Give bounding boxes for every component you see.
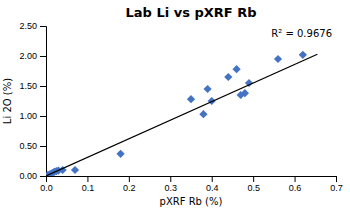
tick: 1.50 xyxy=(19,81,46,91)
tick-mark xyxy=(129,176,130,182)
x-axis-title: pXRF Rb (%) xyxy=(160,196,223,207)
axis-line xyxy=(47,177,337,183)
y-axis: 0.00 0.50 1.00 1.50 2.00 2.50 xyxy=(19,21,46,181)
annotation: R² = 0.9676 xyxy=(271,28,332,39)
tick-label: 0.7 xyxy=(330,183,343,193)
point xyxy=(224,73,232,81)
tick: 0.7 xyxy=(330,176,343,193)
tick-mark xyxy=(336,176,337,182)
point xyxy=(241,89,249,97)
tick-label: 0.1 xyxy=(82,183,95,193)
trend-line xyxy=(46,54,317,176)
tick-mark xyxy=(40,56,46,57)
tick-label: 0.00 xyxy=(19,171,37,181)
marks xyxy=(46,51,317,176)
tick: 2.00 xyxy=(19,51,46,61)
chart-container: 0.0 0.1 0.2 0.3 0.4 0.5 0.6 0.7 0.00 0.50 1.00 1.50… xyxy=(0,0,350,210)
tick-mark xyxy=(212,176,213,182)
tick-label: 0.0 xyxy=(40,183,53,193)
tick-label: 0.5 xyxy=(247,183,260,193)
tick-mark xyxy=(40,116,46,117)
tick: 0.50 xyxy=(19,141,46,151)
point xyxy=(116,150,124,158)
tick: 1.00 xyxy=(19,111,46,121)
tick: 0.2 xyxy=(123,176,136,193)
chart-svg: 0.0 0.1 0.2 0.3 0.4 0.5 0.6 0.7 0.00 0.50 1.00 1.50… xyxy=(0,0,350,210)
tick-mark xyxy=(40,146,46,147)
tick: 0.6 xyxy=(289,176,302,193)
point xyxy=(71,166,79,174)
point xyxy=(299,51,307,59)
tick-label: 2.00 xyxy=(19,51,37,61)
point xyxy=(199,110,207,118)
axis-line xyxy=(40,27,47,177)
title: Lab Li vs pXRF Rb xyxy=(126,5,257,20)
tick-mark xyxy=(295,176,296,182)
tick: 0.00 xyxy=(19,171,46,181)
tick: 0.0 xyxy=(40,176,53,193)
tick-mark xyxy=(40,86,46,87)
tick-mark xyxy=(170,176,171,182)
plot-area: 0.0 0.1 0.2 0.3 0.4 0.5 0.6 0.7 0.00 0.50 1.00 1.50… xyxy=(19,21,342,193)
point xyxy=(203,85,211,93)
point xyxy=(274,55,282,63)
tick: 2.50 xyxy=(19,21,46,31)
tick-label: 0.4 xyxy=(206,183,219,193)
point xyxy=(232,65,240,73)
tick: 0.5 xyxy=(247,176,260,193)
tick: 0.3 xyxy=(165,176,178,193)
tick: 0.1 xyxy=(82,176,95,193)
tick-mark xyxy=(40,26,46,27)
tick-label: 2.50 xyxy=(19,21,37,31)
x-axis: 0.0 0.1 0.2 0.3 0.4 0.5 0.6 0.7 xyxy=(40,176,343,193)
tick-label: 0.3 xyxy=(165,183,178,193)
tick-label: 1.00 xyxy=(19,111,37,121)
tick-label: 0.2 xyxy=(123,183,136,193)
point xyxy=(187,95,195,103)
tick-mark xyxy=(87,176,88,182)
tick-mark xyxy=(40,176,46,177)
tick-label: 0.50 xyxy=(19,141,37,151)
tick-label: 0.6 xyxy=(289,183,302,193)
tick: 0.4 xyxy=(206,176,219,193)
y-axis-title: Li 2O (%) xyxy=(2,78,13,124)
tick-mark xyxy=(253,176,254,182)
tick-label: 1.50 xyxy=(19,81,37,91)
